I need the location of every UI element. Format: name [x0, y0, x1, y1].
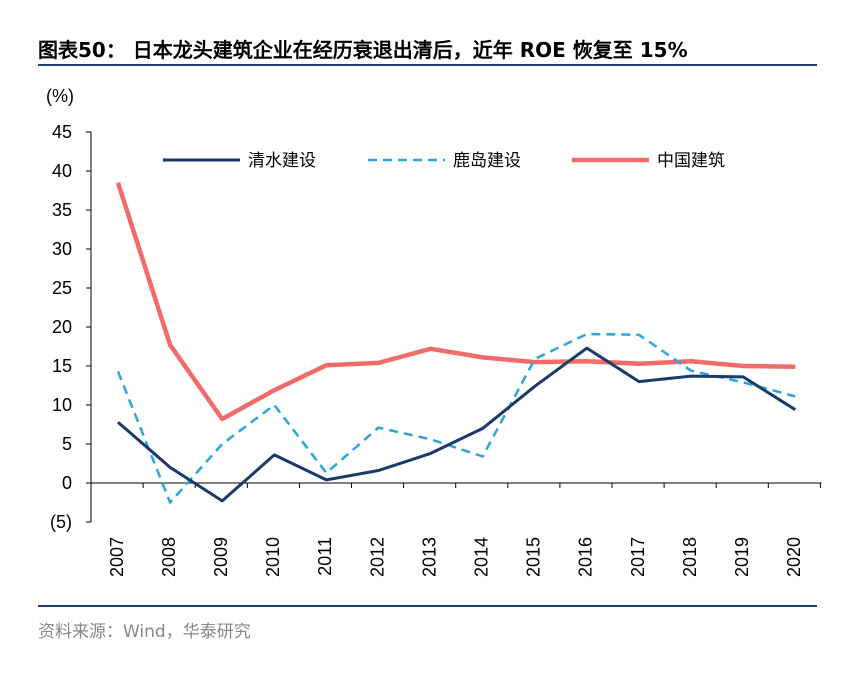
y-tick-label: 0: [62, 473, 72, 493]
x-tick-label: 2010: [263, 537, 283, 577]
x-tick-label: 2016: [576, 537, 596, 577]
y-tick-label: 45: [52, 122, 72, 142]
legend-label-2: 鹿岛建设: [453, 151, 521, 171]
x-tick-label: 2012: [367, 537, 387, 577]
x-tick-label: 2009: [211, 537, 231, 577]
series-line-3: [115, 182, 796, 422]
source-note: 资料来源：Wind，华泰研究: [38, 622, 251, 642]
x-tick-label: 2019: [732, 537, 752, 577]
source-rule: [38, 605, 817, 607]
series-layer: [115, 182, 797, 504]
series-line-2: [116, 332, 796, 504]
y-tick-label: 30: [52, 239, 72, 259]
x-tick-label: 2020: [784, 537, 804, 577]
legend: 清水建设 鹿岛建设 中国建筑: [163, 151, 725, 171]
y-tick-label: 35: [52, 200, 72, 220]
chart-title: 图表50： 日本龙头建筑企业在经历衰退出清后，近年 ROE 恢复至 15%: [38, 38, 688, 62]
x-tick-label: 2017: [628, 537, 648, 577]
title-rule: [38, 64, 817, 66]
y-tick-label: 5: [62, 434, 72, 454]
series-line-1: [117, 346, 797, 503]
x-tick-label: 2008: [159, 537, 179, 577]
x-tick-label: 2011: [315, 537, 335, 576]
y-tick-label: (5): [50, 512, 72, 532]
y-tick-label: 40: [52, 161, 72, 181]
y-axis-label: (%): [46, 86, 74, 106]
legend-label-1: 清水建设: [248, 151, 316, 171]
x-tick-label: 2007: [107, 537, 127, 577]
y-tick-label: 20: [52, 317, 72, 337]
y-axis: 45 40 35 30 25 20 15 10 5 0 (5): [50, 122, 92, 532]
y-tick-label: 10: [52, 395, 72, 415]
x-tick-label: 2015: [524, 537, 544, 577]
x-tick-label: 2018: [680, 537, 700, 577]
x-axis: 2007 2008 2009 2010 2011 2012 2013 2014 2015 2016…: [90, 482, 822, 577]
x-tick-label: 2014: [471, 537, 491, 577]
x-tick-label: 2013: [419, 537, 439, 577]
legend-label-3: 中国建筑: [657, 151, 725, 171]
y-tick-label: 25: [52, 278, 72, 298]
y-tick-label: 15: [52, 356, 72, 376]
